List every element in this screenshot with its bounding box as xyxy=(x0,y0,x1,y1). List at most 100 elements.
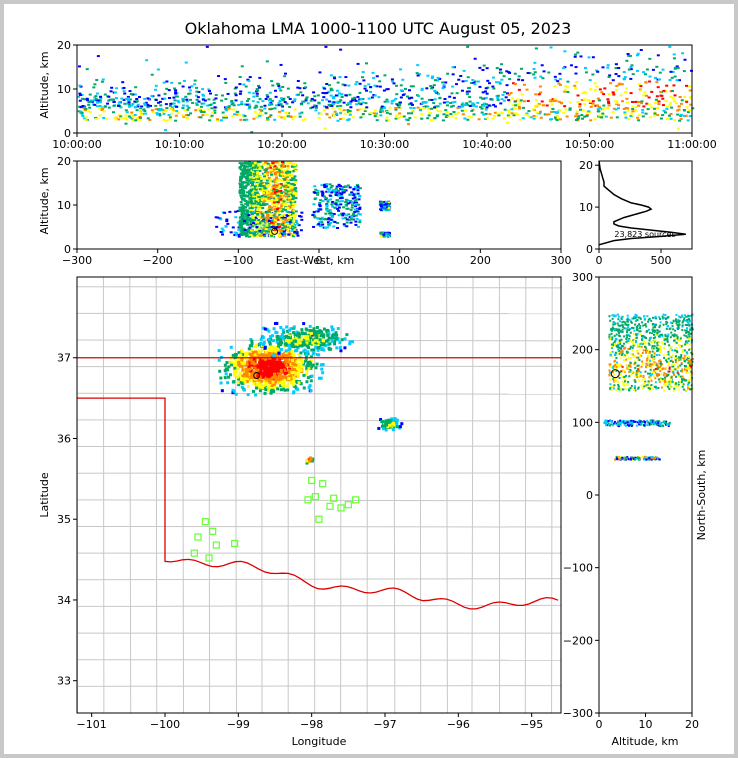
east-west-cell xyxy=(258,167,262,170)
time-height-cell xyxy=(268,91,272,94)
time-height-cell xyxy=(399,96,403,99)
east-west-cell xyxy=(261,162,265,165)
east-west-cell xyxy=(343,185,347,188)
plan-view-north-cell xyxy=(303,348,307,352)
east-west-cell xyxy=(255,226,259,229)
time-height-cell xyxy=(689,103,693,106)
east-west-cell xyxy=(253,216,257,219)
time-height-cell xyxy=(391,80,395,83)
time-height-cell xyxy=(243,103,247,106)
time-height-cell xyxy=(355,103,359,106)
time-height-cell xyxy=(430,107,434,110)
plan-view-north-cell xyxy=(333,340,337,344)
east-west-cell xyxy=(267,176,271,179)
plan-view-small-cell xyxy=(305,459,309,463)
county-line xyxy=(77,578,561,581)
east-west-cell xyxy=(276,211,280,214)
east-west-cell xyxy=(245,202,249,205)
east-west-cell xyxy=(219,230,223,233)
time-height-cell xyxy=(363,108,367,111)
plan-view-north-cell xyxy=(280,341,284,345)
plan-view-main-cell xyxy=(240,385,244,389)
east-west-cell xyxy=(251,225,255,228)
time-height-cell xyxy=(93,103,97,106)
north-south-cell xyxy=(688,357,691,360)
east-west-cell xyxy=(320,190,324,193)
time-height-cell xyxy=(623,111,627,114)
east-west-cell xyxy=(352,201,356,204)
time-height-cell xyxy=(686,119,690,122)
time-height-cell xyxy=(325,106,329,109)
plan-view-north-cell xyxy=(286,336,290,340)
time-height-cell xyxy=(401,93,405,96)
plan-view-north-cell xyxy=(309,336,313,340)
north-south-cell xyxy=(632,355,635,358)
time-height-cell xyxy=(629,92,633,95)
north-south-cell xyxy=(626,423,629,426)
time-height-cell xyxy=(621,100,625,103)
plan-view-main-cell xyxy=(251,389,255,393)
east-west-cell xyxy=(258,189,262,192)
plan-view-main-cell xyxy=(307,366,311,370)
east-west-cell xyxy=(379,235,383,238)
time-height-cell xyxy=(248,105,252,108)
time-height-cell xyxy=(512,82,516,85)
east-west-cell xyxy=(329,221,333,224)
time-height-cell xyxy=(614,99,618,102)
plan-view-north-cell xyxy=(311,341,315,345)
time-height-cell xyxy=(81,97,85,100)
east-west-cell xyxy=(292,215,296,218)
time-height-cell xyxy=(627,118,631,121)
east-west-cell xyxy=(246,168,250,171)
time-height-cell xyxy=(566,80,570,83)
east-west-cell xyxy=(312,225,316,228)
east-west-cell xyxy=(356,189,360,192)
east-west-y-tick-label: 0 xyxy=(64,243,71,256)
plan-view-north-cell xyxy=(322,333,326,337)
time-height-cell xyxy=(444,116,448,119)
plan-view-main-cell xyxy=(268,345,272,349)
time-height-cell xyxy=(356,100,360,103)
time-height-cell xyxy=(98,107,102,110)
east-west-x-tick-label: 0 xyxy=(316,254,323,267)
time-height-cell xyxy=(258,76,262,79)
east-west-cell xyxy=(291,187,295,190)
east-west-cell xyxy=(264,161,268,164)
time-height-cell xyxy=(505,121,509,124)
plan-view-north-cell xyxy=(310,348,314,352)
time-height-cell xyxy=(143,110,147,113)
east-west-cell xyxy=(266,185,270,188)
east-west-cell xyxy=(291,212,295,215)
east-west-cell xyxy=(246,209,250,212)
plan-view-main-cell xyxy=(226,381,230,385)
time-height-cell xyxy=(394,107,398,110)
time-height-cell xyxy=(387,119,391,122)
east-west-cell xyxy=(280,216,284,219)
north-south-cell xyxy=(649,385,652,388)
time-height-cell xyxy=(496,112,500,115)
east-west-cell xyxy=(258,224,262,227)
plan-view-y-tick-label: 35 xyxy=(57,513,71,526)
time-height-cell xyxy=(398,103,402,106)
east-west-cell xyxy=(272,225,276,228)
north-south-cell xyxy=(628,318,631,321)
time-height-cell xyxy=(304,99,308,102)
time-height-cell xyxy=(427,114,431,117)
time-height-cell xyxy=(181,114,185,117)
east-west-cell xyxy=(289,225,293,228)
east-west-cell xyxy=(270,173,274,176)
plan-view-north-cell xyxy=(284,335,288,339)
plan-view-main-cell xyxy=(291,374,295,378)
time-height-cell xyxy=(686,111,690,114)
east-west-cell xyxy=(286,229,290,232)
time-height-cell xyxy=(674,66,678,69)
east-west-cell xyxy=(256,167,260,170)
east-west-cell xyxy=(249,169,253,172)
time-height-cell xyxy=(418,73,422,76)
time-height-cell xyxy=(574,87,578,90)
plan-view-main-cell xyxy=(237,374,241,378)
plan-view-north-cell xyxy=(320,334,324,338)
plan-view-main-cell xyxy=(243,367,247,371)
time-height-cell xyxy=(82,98,86,101)
plan-view-main-cell xyxy=(266,378,270,382)
